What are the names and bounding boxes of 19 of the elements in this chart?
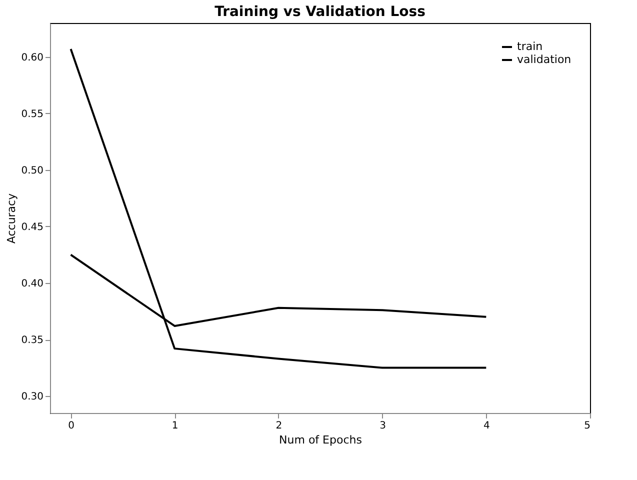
y-tick-label: 0.40 — [21, 278, 44, 290]
y-tick-label: 0.55 — [21, 108, 44, 120]
y-axis-title: Accuracy — [5, 192, 18, 244]
x-tick-label: 3 — [380, 420, 386, 432]
x-tick-label: 5 — [584, 420, 590, 432]
line-series — [70, 48, 488, 369]
x-tick-label: 4 — [483, 420, 490, 432]
chart-title: Training vs Validation Loss — [214, 4, 426, 20]
x-tick-label: 0 — [68, 420, 74, 432]
x-axis-title: Num of Epochs — [279, 434, 362, 446]
y-tick-label: 0.60 — [21, 52, 44, 64]
legend-label: validation — [517, 53, 572, 66]
legend-label: train — [517, 40, 543, 53]
y-tick-label: 0.45 — [21, 222, 44, 233]
y-tick-label: 0.30 — [21, 392, 44, 403]
y-tick-label: 0.35 — [21, 335, 44, 346]
y-tick-label: 0.50 — [21, 165, 44, 176]
x-tick-label: 1 — [172, 420, 178, 432]
x-tick-label: 2 — [276, 420, 282, 432]
